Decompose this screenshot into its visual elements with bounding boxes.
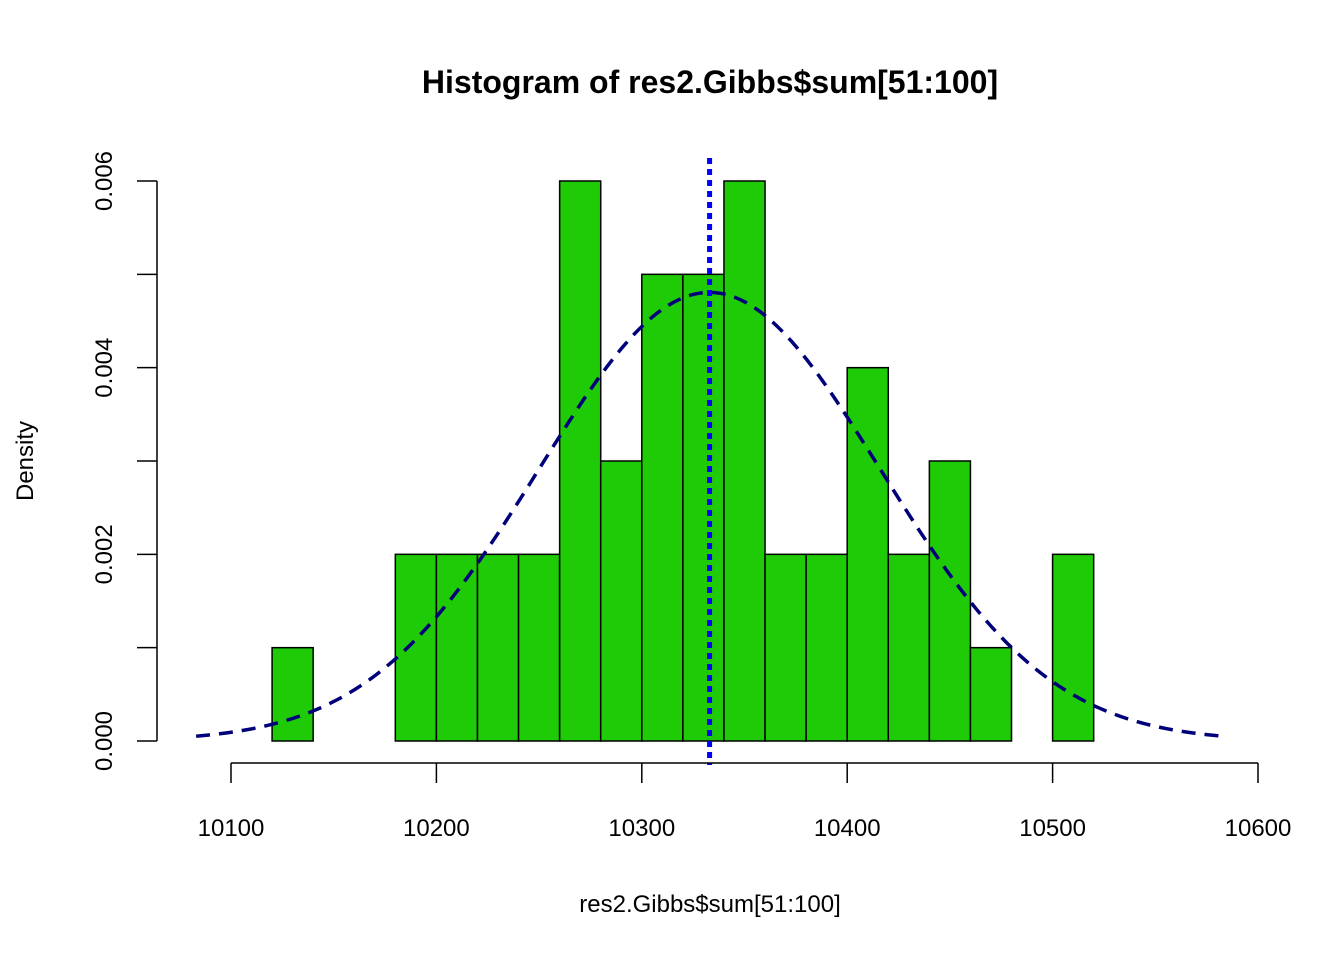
histogram-bar (928, 460, 972, 742)
histogram-bar (641, 273, 684, 742)
y-tick-label: 0.000 (91, 711, 118, 771)
histogram-bar (682, 273, 725, 742)
histogram-bar (558, 180, 602, 742)
histogram-bar (271, 646, 314, 742)
y-tick-label: 0.004 (91, 338, 118, 398)
histogram-bar (723, 180, 766, 742)
histogram-bar (846, 366, 890, 742)
x-axis: 10100 10200 10300 10400 10500 10600 (198, 762, 1292, 842)
histogram-bar (476, 553, 520, 742)
x-tick-label: 10600 (1225, 815, 1292, 842)
histogram-bars (271, 180, 1095, 742)
histogram-bar (394, 553, 438, 742)
histogram-bar (969, 646, 1013, 742)
x-tick-label: 10100 (198, 815, 265, 842)
y-tick-label: 0.002 (91, 524, 118, 584)
y-axis-label: Density (12, 421, 39, 501)
x-tick-label: 10400 (814, 815, 881, 842)
chart-title: Histogram of res2.Gibbs$sum[51:100] (422, 64, 998, 100)
y-tick-label: 0.006 (91, 151, 118, 211)
histogram-bar (805, 553, 848, 742)
x-tick-label: 10500 (1019, 815, 1086, 842)
histogram-bar (764, 553, 807, 742)
y-axis: 0.000 0.002 0.004 0.006 (91, 151, 158, 771)
histogram-bar (599, 460, 643, 742)
histogram-bar (435, 553, 479, 742)
x-axis-label: res2.Gibbs$sum[51:100] (579, 891, 840, 918)
histogram-bar (517, 553, 561, 742)
x-tick-label: 10300 (608, 815, 675, 842)
histogram-bar (887, 553, 931, 742)
histogram-bar (1051, 553, 1095, 742)
x-tick-label: 10200 (403, 815, 470, 842)
